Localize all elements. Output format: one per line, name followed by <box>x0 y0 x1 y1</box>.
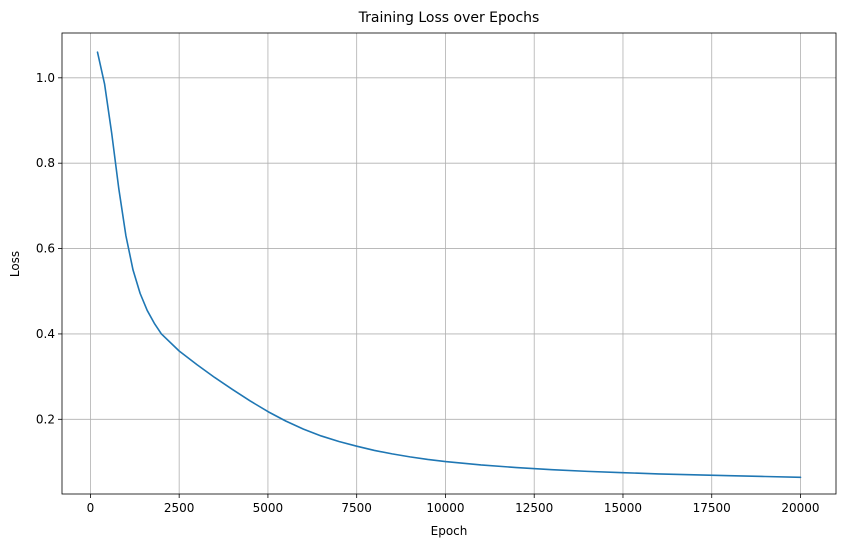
x-tick-label: 2500 <box>164 501 195 515</box>
x-tick-label: 20000 <box>781 501 819 515</box>
chart-title: Training Loss over Epochs <box>358 10 540 26</box>
y-axis-label: Loss <box>8 251 22 277</box>
loss-line <box>96 51 802 479</box>
x-tick-label: 17500 <box>693 501 731 515</box>
x-tick-label: 0 <box>87 501 95 515</box>
grid <box>62 33 836 494</box>
series-layer <box>96 51 802 479</box>
y-tick-label: 0.8 <box>36 156 55 170</box>
ticks: 0 2500 5000 7500 10000 12500 15000 17500 20000 0.… <box>36 71 820 515</box>
plot-area-frame <box>61 32 837 495</box>
x-tick-label: 7500 <box>341 501 372 515</box>
x-tick-label: 12500 <box>515 501 553 515</box>
y-tick-label: 1.0 <box>36 71 55 85</box>
y-tick-label: 0.2 <box>36 412 55 426</box>
x-axis-label: Epoch <box>431 524 468 538</box>
x-tick-label: 15000 <box>604 501 642 515</box>
y-tick-label: 0.6 <box>36 242 55 256</box>
y-tick-label: 0.4 <box>36 327 55 341</box>
x-tick-label: 10000 <box>426 501 464 515</box>
x-tick-label: 5000 <box>253 501 284 515</box>
